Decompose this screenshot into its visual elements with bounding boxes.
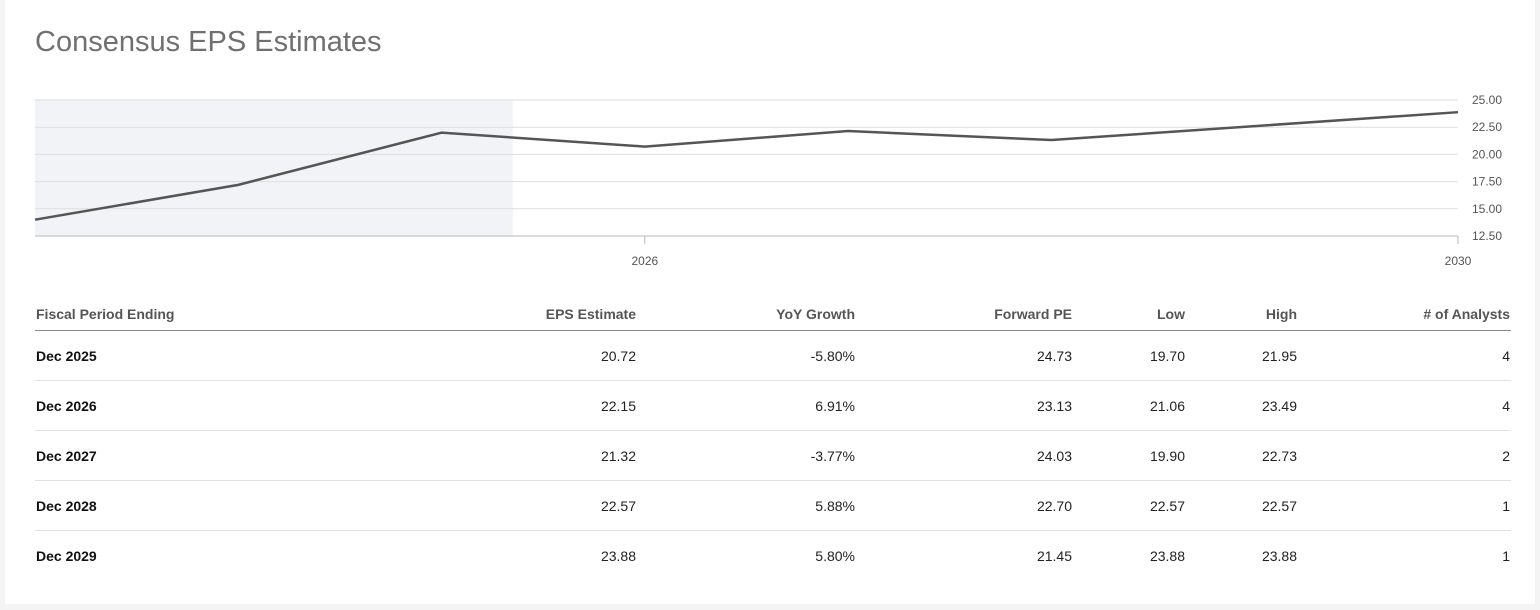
eps-estimates-table: Fiscal Period Ending EPS Estimate YoY Gr… [35, 298, 1511, 580]
cell-forward-pe: 22.70 [856, 480, 1073, 531]
cell-yoy: 5.88% [637, 480, 856, 531]
x-tick-label: 2026 [632, 254, 659, 268]
cell-analysts: 2 [1298, 430, 1511, 481]
cell-yoy: -5.80% [637, 330, 856, 381]
cell-high: 21.95 [1186, 330, 1298, 381]
cell-high: 23.49 [1186, 380, 1298, 431]
cell-eps: 22.57 [417, 480, 637, 531]
cell-eps: 22.15 [417, 380, 637, 431]
table-row: Dec 2027 21.32 -3.77% 24.03 19.90 22.73 … [35, 430, 1511, 481]
page-title: Consensus EPS Estimates [35, 26, 382, 58]
cell-low: 19.90 [1073, 430, 1186, 481]
cell-low: 21.06 [1073, 380, 1186, 431]
y-tick-label: 25.00 [1472, 93, 1502, 107]
header-fiscal-period[interactable]: Fiscal Period Ending [35, 298, 417, 331]
y-axis-ticks: 25.00 22.50 20.00 17.50 15.00 12.50 [1472, 93, 1502, 243]
table-header-row: Fiscal Period Ending EPS Estimate YoY Gr… [35, 298, 1511, 331]
y-tick-label: 17.50 [1472, 175, 1502, 189]
header-low[interactable]: Low [1073, 298, 1186, 331]
cell-high: 22.57 [1186, 480, 1298, 531]
table-row: Dec 2026 22.15 6.91% 23.13 21.06 23.49 4 [35, 380, 1511, 431]
eps-series-line [34, 110, 1459, 221]
cell-yoy: -3.77% [637, 430, 856, 481]
cell-period: Dec 2029 [36, 547, 97, 564]
x-axis-ticks: 2026 2030 [632, 236, 1472, 268]
cell-eps: 23.88 [600, 547, 636, 564]
cell-forward-pe: 24.03 [856, 430, 1073, 481]
header-forward-pe[interactable]: Forward PE [856, 298, 1073, 331]
cell-high: 22.73 [1186, 430, 1298, 481]
historical-shade [35, 100, 513, 236]
cell-analysts: 1 [1298, 480, 1511, 531]
y-tick-label: 15.00 [1472, 202, 1502, 216]
cell-forward-pe: 24.73 [856, 330, 1073, 381]
cell-forward-pe: 21.45 [1036, 547, 1072, 564]
header-high[interactable]: High [1186, 298, 1298, 331]
y-tick-label: 20.00 [1472, 147, 1502, 161]
cell-high: 23.88 [1261, 547, 1297, 564]
cell-eps: 20.72 [417, 330, 637, 381]
cell-analysts: 4 [1298, 330, 1511, 381]
table-row: Dec 2025 20.72 -5.80% 24.73 19.70 21.95 … [35, 330, 1511, 381]
cell-analysts: 1 [1502, 547, 1510, 564]
cell-low: 19.70 [1073, 330, 1186, 381]
cell-yoy: 6.91% [637, 380, 856, 431]
cell-analysts: 4 [1298, 380, 1511, 431]
table-row: Dec 2029 23.88 5.80% 21.45 23.88 23.88 1 [35, 531, 1511, 581]
x-tick-label: 2030 [1445, 254, 1472, 268]
cell-yoy: 5.80% [815, 547, 855, 564]
y-tick-label: 12.50 [1472, 229, 1502, 243]
header-num-analysts[interactable]: # of Analysts [1298, 298, 1511, 331]
cell-low: 22.57 [1073, 480, 1186, 531]
eps-estimates-card: Consensus EPS Estimates 25.00 22.50 20.00 1… [5, 0, 1535, 604]
cell-period: Dec 2027 [35, 430, 417, 481]
header-yoy-growth[interactable]: YoY Growth [637, 298, 856, 331]
table-row: Dec 2028 22.57 5.88% 22.70 22.57 22.57 1 [35, 480, 1511, 531]
cell-period: Dec 2026 [35, 380, 417, 431]
eps-line-chart: 25.00 22.50 20.00 17.50 15.00 12.50 2026 2030 [34, 93, 1502, 268]
cell-low: 23.88 [1149, 547, 1185, 564]
chart-grid [35, 99, 1458, 237]
cell-forward-pe: 23.13 [856, 380, 1073, 431]
y-tick-label: 22.50 [1472, 120, 1502, 134]
cell-period: Dec 2025 [35, 330, 417, 381]
cell-eps: 21.32 [417, 430, 637, 481]
header-eps-estimate[interactable]: EPS Estimate [417, 298, 637, 331]
cell-period: Dec 2028 [35, 480, 417, 531]
